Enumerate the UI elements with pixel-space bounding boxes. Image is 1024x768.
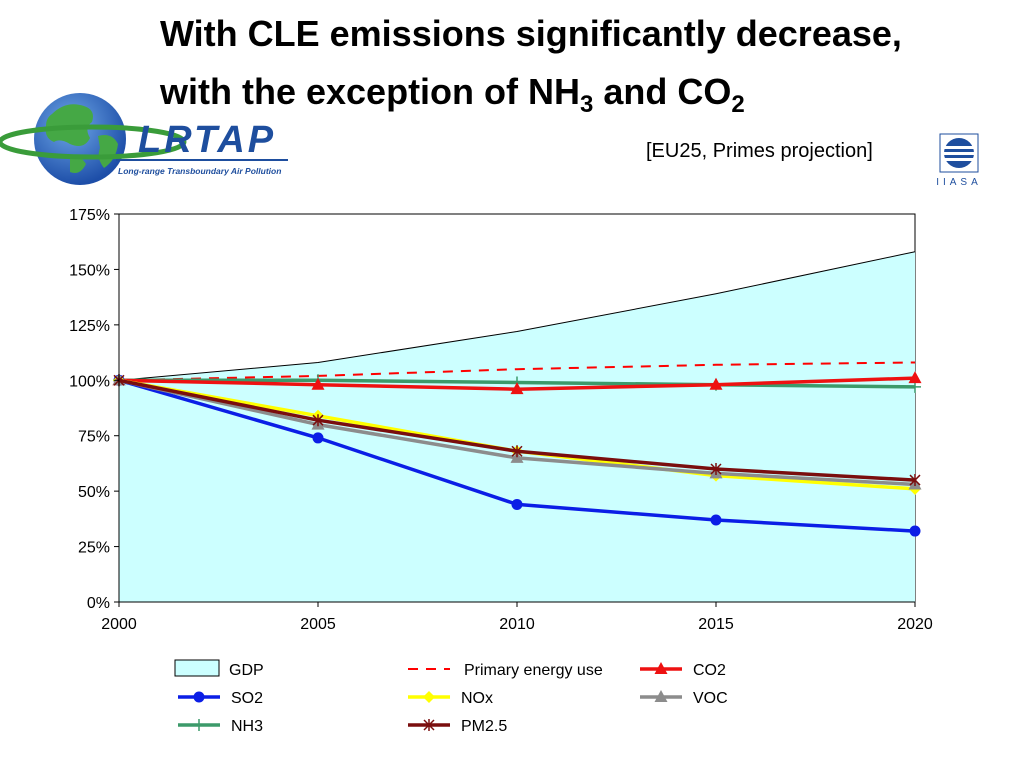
title-subscript-2: 2 <box>731 91 745 118</box>
legend-item-nox: NOx <box>408 690 493 707</box>
x-tick-label: 2010 <box>499 616 535 633</box>
legend-item-voc: VOC <box>640 690 728 707</box>
legend-item-co2: CO2 <box>640 662 726 679</box>
series-pm2-5-point <box>312 414 324 427</box>
marker-triangle <box>654 662 668 674</box>
legend-marker <box>193 691 205 703</box>
title-text-nh: with the exception of NH <box>160 71 581 112</box>
lrtap-logo-text: LRTAP <box>138 119 276 161</box>
page-title-line-1: With CLE emissions significantly decreas… <box>160 13 902 54</box>
series-primary-energy-use-line <box>118 361 916 382</box>
marker-circle <box>909 525 921 537</box>
y-tick-label: 125% <box>69 318 110 335</box>
marker-asterisk <box>312 414 324 427</box>
iiasa-stripe <box>944 158 974 161</box>
lrtap-tagline: Long-range Transboundary Air Pollution <box>118 166 281 176</box>
series-gdp-area <box>119 251 915 602</box>
x-tick-label: 2015 <box>698 616 734 633</box>
y-tick-label: 175% <box>69 207 110 224</box>
marker-triangle <box>709 377 723 390</box>
legend-label: PM2.5 <box>461 718 507 735</box>
emissions-line-chart: 0% 25% 50% 75% 100% 125% 150% 175% 2000 2005 2010 2… <box>69 207 933 735</box>
legend-marker <box>423 691 435 703</box>
series-so2-point <box>511 498 523 510</box>
series-co2-point <box>510 382 524 395</box>
iiasa-stripe <box>944 146 974 149</box>
page-title-line-2: with the exception of NH3 and CO2 <box>160 72 745 125</box>
marker-circle <box>193 691 205 703</box>
x-tick-label: 2020 <box>897 616 933 633</box>
marker-triangle <box>510 382 524 395</box>
legend-label: VOC <box>693 690 728 707</box>
legend-swatch <box>174 659 220 677</box>
x-tick-label: 2000 <box>101 616 137 633</box>
legend-item-primary-energy-use: Primary energy use <box>408 662 603 679</box>
legend-label: SO2 <box>231 690 263 707</box>
marker-triangle <box>311 377 325 390</box>
globe-land-shape <box>98 135 118 168</box>
marker-circle <box>710 514 722 526</box>
y-tick-label: 0% <box>87 595 110 612</box>
marker-diamond <box>423 691 435 703</box>
iiasa-logo: IIASA <box>936 133 980 188</box>
legend-item-nh3: NH3 <box>178 718 263 735</box>
legend-marker <box>423 719 435 731</box>
title-text-and-co: and CO <box>593 71 732 112</box>
legend-label: Primary energy use <box>464 662 603 679</box>
legend-item-pm2-5: PM2.5 <box>408 718 507 735</box>
legend-label: CO2 <box>693 662 726 679</box>
marker-asterisk <box>909 474 921 487</box>
lrtap-logo: LRTAP Long-range Transboundary Air Pollu… <box>0 93 288 185</box>
orbit-ring-shape <box>0 124 187 160</box>
series-so2-point <box>909 525 921 537</box>
series-pm2-5-point <box>710 462 722 475</box>
axes-layer: 0% 25% 50% 75% 100% 125% 150% 175% 2000 2005 2010 2… <box>69 207 933 633</box>
marker-circle <box>312 432 324 444</box>
y-tick-label: 50% <box>78 484 110 501</box>
legend-marker <box>654 690 668 702</box>
x-tick-label: 2005 <box>300 616 336 633</box>
legend-item-so2: SO2 <box>178 690 263 707</box>
series-layer <box>112 251 922 602</box>
legend-marker <box>654 662 668 674</box>
legend-item-gdp: GDP <box>174 659 264 679</box>
globe-land-shape <box>70 156 86 173</box>
series-co2-point <box>908 371 922 384</box>
y-tick-label: 150% <box>69 262 110 279</box>
series-co2-point <box>709 377 723 390</box>
series-pm2-5-point <box>511 445 523 458</box>
y-tick-label: 75% <box>78 429 110 446</box>
legend-label: GDP <box>229 662 264 679</box>
y-tick-label: 25% <box>78 540 110 557</box>
marker-asterisk <box>511 445 523 458</box>
iiasa-stripe <box>944 152 974 155</box>
series-so2-point <box>312 432 324 444</box>
legend-marker <box>193 719 205 731</box>
marker-triangle <box>908 371 922 384</box>
marker-plus <box>193 719 205 731</box>
projection-subtitle: [EU25, Primes projection] <box>646 140 873 162</box>
series-so2-point <box>710 514 722 526</box>
marker-asterisk <box>423 719 435 731</box>
marker-circle <box>511 498 523 510</box>
series-pm2-5-point <box>909 474 921 487</box>
iiasa-logo-text: IIASA <box>936 177 980 188</box>
legend-label: NOx <box>461 690 493 707</box>
series-co2-point <box>311 377 325 390</box>
marker-triangle <box>654 690 668 702</box>
title-subscript-3: 3 <box>580 91 594 118</box>
legend: GDP Primary energy use CO2 SO2 NOx VOC NH3 PM2.… <box>174 659 728 735</box>
logo-underline-bar <box>116 159 288 161</box>
legend-label: NH3 <box>231 718 263 735</box>
marker-asterisk <box>710 462 722 475</box>
y-tick-label: 100% <box>69 373 110 390</box>
series-gdp-line <box>118 251 916 381</box>
